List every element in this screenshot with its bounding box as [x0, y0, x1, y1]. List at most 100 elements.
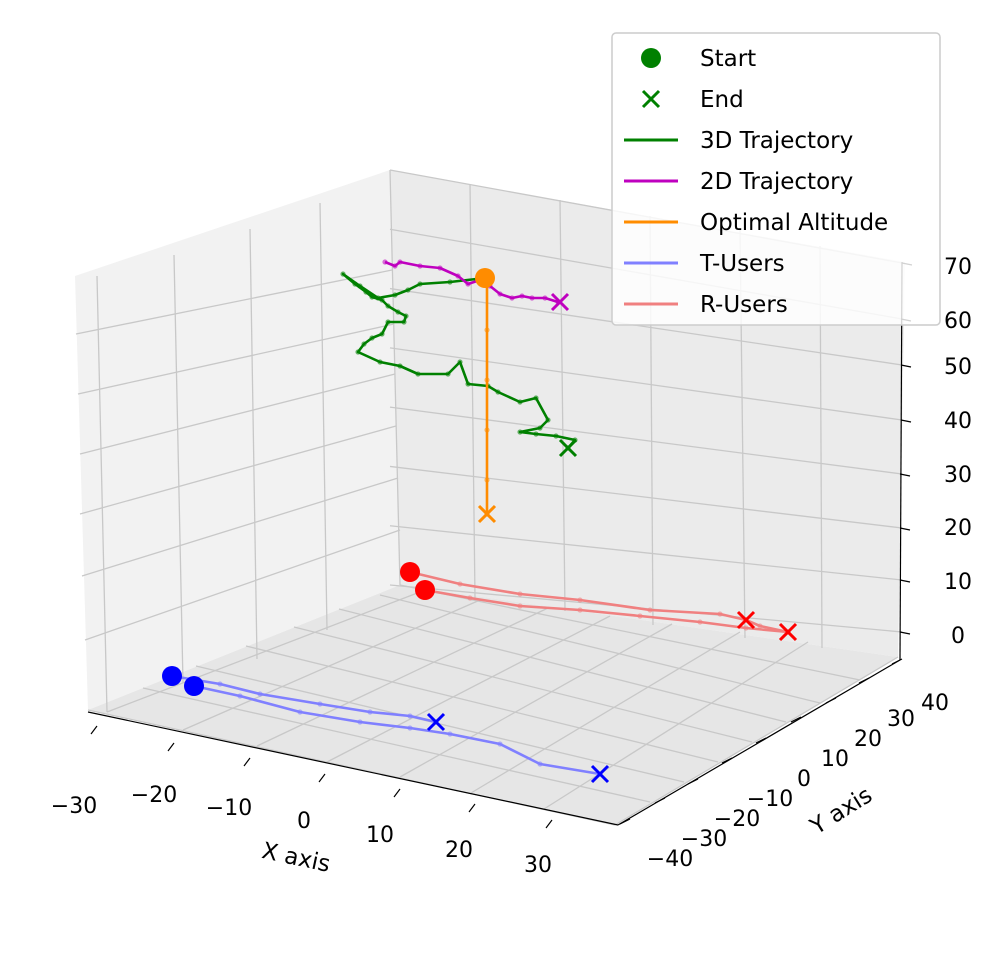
series-point — [217, 681, 223, 687]
legend-label: Start — [700, 46, 756, 72]
x-axis-line — [87, 711, 619, 826]
series-point — [467, 595, 473, 601]
grid-line — [79, 425, 397, 515]
series-point — [437, 265, 443, 271]
series-point — [369, 294, 375, 300]
series-point — [257, 691, 263, 697]
series-point — [484, 377, 490, 383]
series-point — [375, 295, 381, 301]
series-point — [401, 319, 407, 325]
grid-line — [77, 323, 395, 395]
z-tick-label: 60 — [944, 309, 972, 334]
grid-line — [319, 202, 328, 631]
series-point — [484, 427, 490, 433]
legend: Start End 3D Trajectory 2D Trajectory Optima… — [611, 32, 941, 326]
z-tick-label: 10 — [944, 570, 972, 595]
z-tick-mark — [899, 579, 911, 583]
series-point — [637, 613, 643, 619]
series-point — [697, 619, 703, 625]
grid-lines — [75, 169, 903, 826]
grid-line — [249, 228, 258, 660]
grid-line — [469, 183, 476, 599]
grid-line — [81, 477, 399, 577]
legend-marker — [641, 89, 661, 109]
z-tick-label: 0 — [951, 624, 965, 649]
grid-line — [470, 631, 741, 794]
grid-line — [75, 269, 393, 335]
series-point — [465, 281, 471, 287]
start-marker — [415, 580, 435, 600]
series-point — [377, 359, 383, 365]
y-tick-mark — [755, 737, 767, 744]
y-tick-label: 10 — [821, 747, 849, 772]
grid-line — [293, 626, 753, 743]
x-axis-ticks: −30 −20 −10 0 10 20 30 X axis — [51, 725, 553, 878]
series-point — [545, 417, 551, 423]
z-tick-label: 40 — [944, 409, 972, 434]
series-point — [509, 295, 515, 301]
legend-label: 2D Trajectory — [700, 169, 853, 195]
y-tick-mark — [619, 818, 631, 825]
x-tick-mark — [243, 757, 251, 767]
z-tick-label: 30 — [944, 463, 972, 488]
legend-label: R-Users — [700, 292, 788, 318]
series-point — [497, 291, 503, 297]
series-point — [537, 761, 543, 767]
series-point — [340, 271, 346, 277]
grid-line — [614, 656, 899, 826]
grid-line — [379, 594, 821, 704]
grid-line — [543, 641, 809, 810]
series-point — [385, 303, 391, 309]
y-tick-label: 40 — [921, 691, 949, 716]
y-tick-label: −30 — [681, 827, 727, 852]
end-marker — [778, 622, 798, 642]
grid-line — [399, 584, 861, 681]
z-axis-line — [899, 261, 903, 661]
x-tick-mark — [468, 803, 476, 813]
grid-line — [389, 287, 903, 366]
series-point — [517, 603, 523, 609]
series-point — [533, 395, 539, 401]
x-tick-label: −20 — [131, 783, 177, 808]
series-point — [357, 283, 363, 289]
series-point — [647, 607, 653, 613]
series-point — [553, 433, 559, 439]
series-point — [395, 309, 401, 315]
grid-line — [389, 465, 903, 529]
y-tick-mark — [891, 658, 903, 665]
x-tick-mark — [545, 819, 553, 829]
series-point — [297, 709, 303, 715]
series-point — [517, 399, 523, 405]
y-tick-mark — [790, 716, 802, 723]
series-point — [355, 349, 361, 355]
end-marker — [477, 504, 497, 524]
series-point — [363, 289, 369, 295]
series-point — [367, 709, 373, 715]
x-tick-mark — [393, 788, 401, 798]
grid-line — [399, 623, 673, 778]
start-marker — [184, 676, 204, 696]
x-tick-label: 0 — [297, 809, 311, 834]
z-tick-mark — [899, 527, 911, 531]
series-point — [385, 319, 391, 325]
start-marker — [400, 562, 420, 582]
series-point — [392, 263, 398, 269]
grid-line — [96, 275, 108, 713]
end-marker — [550, 292, 570, 312]
x-tick-label: −30 — [51, 794, 97, 819]
grid-line — [84, 529, 401, 641]
axes-edges — [87, 261, 903, 826]
z-tick-label: 50 — [944, 355, 972, 380]
y-tick-label: −40 — [647, 847, 693, 872]
x-tick-label: 10 — [366, 823, 394, 848]
series-point — [317, 701, 323, 707]
series-point — [417, 263, 423, 269]
x-tick-mark — [90, 725, 98, 735]
series-point — [379, 331, 385, 337]
series-point — [352, 281, 358, 287]
x-tick-label: −10 — [206, 796, 252, 821]
y-tick-mark — [687, 778, 699, 785]
series-point — [529, 295, 535, 301]
legend-label: Optimal Altitude — [700, 210, 888, 236]
